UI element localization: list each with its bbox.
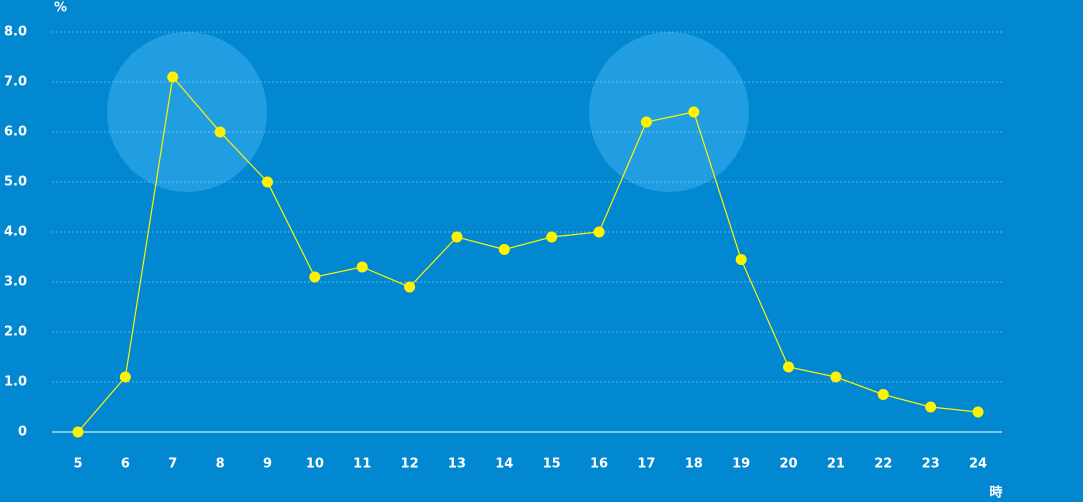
point — [877, 389, 889, 400]
point — [593, 226, 605, 238]
point — [972, 406, 984, 418]
y-unit: % — [54, 1, 67, 16]
point — [167, 71, 179, 83]
point — [72, 426, 84, 438]
x-tick-label: 21 — [827, 457, 845, 472]
point — [735, 254, 747, 265]
y-tick-label: 0 — [18, 425, 27, 440]
y-tick-label: 5.0 — [4, 175, 27, 190]
y-tick-label: 6.0 — [4, 125, 27, 140]
point — [783, 361, 795, 373]
x-tick-label: 8 — [216, 457, 225, 472]
y-tick-label: 4.0 — [4, 225, 27, 240]
point — [309, 271, 321, 283]
point — [356, 261, 368, 273]
x-tick-label: 17 — [637, 457, 655, 472]
highlight — [107, 32, 267, 192]
point — [261, 176, 273, 188]
line — [77, 75, 979, 433]
y-tick-label: 7.0 — [4, 75, 27, 90]
y-tick-label: 2.0 — [4, 325, 27, 340]
y-tick-label: 3.0 — [4, 275, 27, 290]
x-tick-label: 20 — [779, 457, 797, 472]
x-tick-label: 6 — [121, 457, 130, 472]
point — [119, 371, 131, 383]
x-tick-label: 10 — [306, 457, 324, 472]
x-tick-label: 11 — [353, 457, 371, 472]
x-tick-label: 5 — [73, 457, 82, 472]
x-tick-label: 12 — [401, 457, 419, 472]
x-tick-label: 16 — [590, 457, 608, 472]
point — [451, 231, 463, 243]
x-tick-label: 23 — [922, 457, 940, 472]
point — [546, 231, 558, 243]
y-tick-label: 1.0 — [4, 375, 27, 390]
point — [214, 126, 226, 138]
point — [498, 244, 510, 255]
x-tick-label: 19 — [732, 457, 750, 472]
x-tick-label: 18 — [685, 457, 703, 472]
x-tick-label: 7 — [168, 457, 177, 472]
point — [404, 281, 416, 293]
x-unit: 時 — [989, 485, 1002, 501]
point — [925, 401, 937, 413]
x-tick-label: 22 — [874, 457, 892, 472]
x-tick-label: 13 — [448, 457, 466, 472]
x-tick-label: 24 — [969, 457, 987, 472]
y-tick-label: 8.0 — [4, 25, 27, 40]
point — [688, 106, 700, 118]
point — [830, 371, 842, 383]
point — [640, 116, 652, 128]
highlight — [589, 32, 749, 192]
x-tick-label: 9 — [263, 457, 272, 472]
x-tick-label: 15 — [543, 457, 561, 472]
x-tick-label: 14 — [495, 457, 513, 472]
